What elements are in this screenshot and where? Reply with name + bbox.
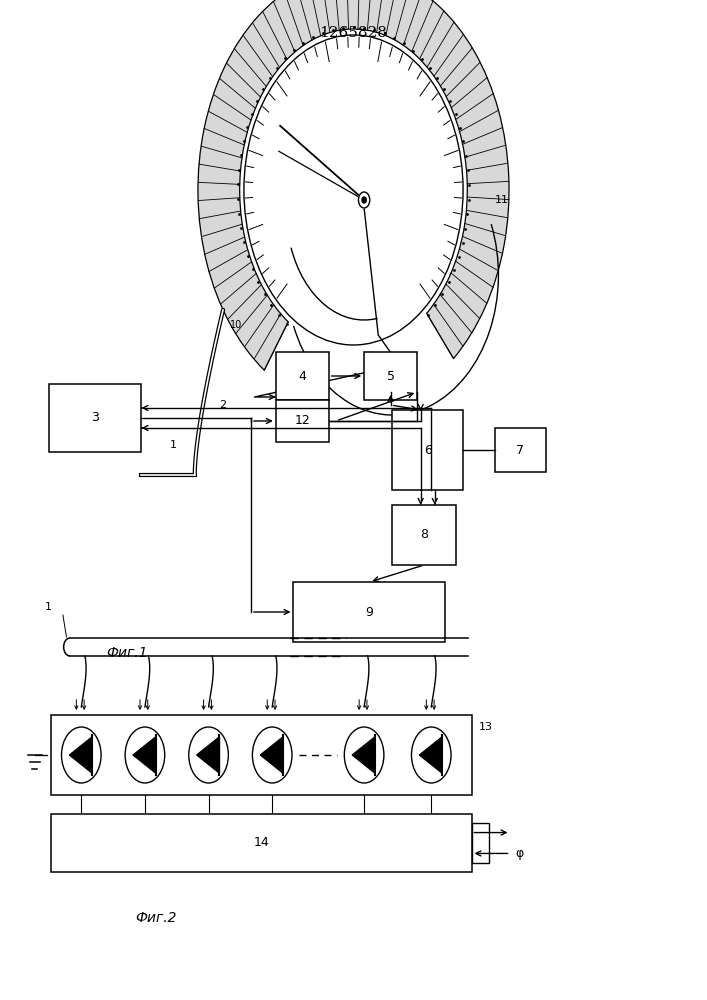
Text: 2: 2 [219, 400, 226, 410]
Polygon shape [352, 737, 375, 773]
Polygon shape [69, 737, 92, 773]
Circle shape [358, 192, 370, 208]
Text: 14: 14 [253, 836, 269, 850]
Text: 3: 3 [91, 411, 100, 424]
Bar [293, 582, 445, 642]
Text: 6: 6 [423, 444, 432, 456]
Text: 8: 8 [420, 528, 428, 542]
Bar [276, 352, 329, 400]
Text: 7: 7 [516, 444, 525, 456]
Text: 1: 1 [45, 602, 52, 612]
Polygon shape [260, 737, 283, 773]
Circle shape [244, 35, 463, 345]
Text: 5: 5 [387, 369, 395, 382]
Bar [495, 428, 546, 472]
Wedge shape [198, 0, 509, 370]
Text: 9: 9 [366, 605, 373, 618]
Bar [392, 505, 456, 565]
Bar [51, 814, 472, 872]
Bar [276, 400, 329, 442]
Circle shape [362, 197, 366, 203]
Text: 1265828: 1265828 [320, 26, 387, 40]
Polygon shape [197, 737, 219, 773]
Bar [49, 384, 141, 452]
Text: 12: 12 [294, 414, 310, 427]
Polygon shape [419, 737, 442, 773]
Bar [472, 823, 489, 863]
Text: Фиг.2: Фиг.2 [135, 911, 176, 925]
Text: 1: 1 [170, 440, 177, 450]
Bar [392, 410, 463, 490]
Polygon shape [133, 737, 156, 773]
Text: 13: 13 [479, 722, 493, 732]
Text: Фиг.1: Фиг.1 [107, 646, 148, 660]
Text: 10: 10 [230, 320, 243, 330]
Bar [51, 715, 472, 795]
Text: 11: 11 [495, 195, 509, 205]
Text: φ: φ [515, 847, 524, 860]
Text: 4: 4 [298, 369, 306, 382]
Bar [364, 352, 417, 400]
